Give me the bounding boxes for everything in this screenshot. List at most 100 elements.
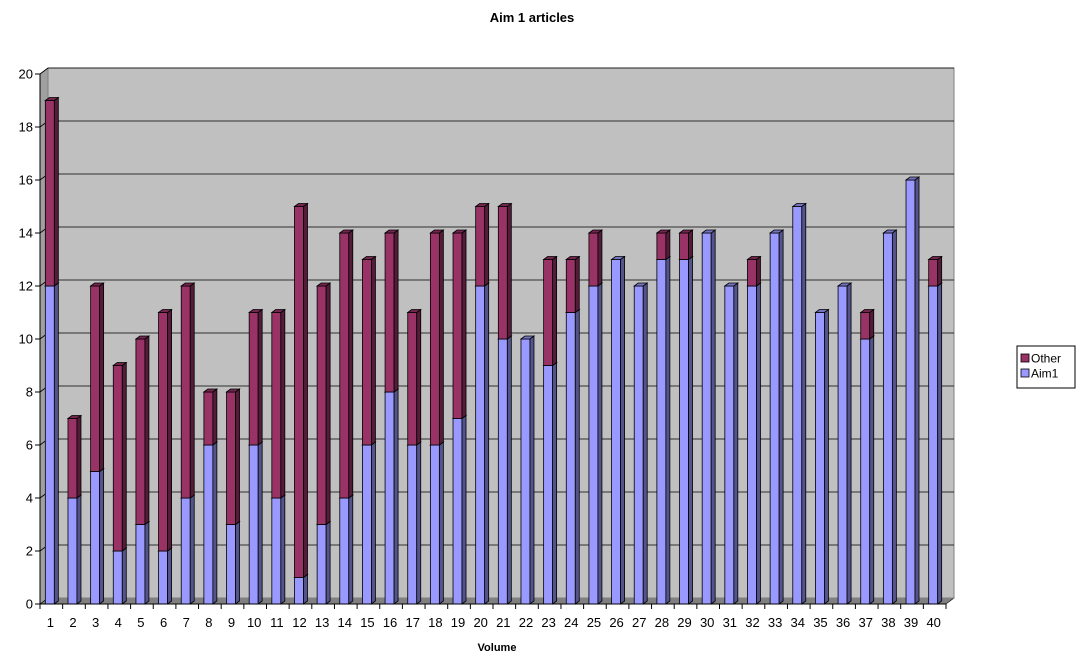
bar-side (574, 308, 580, 605)
bar-other-vol-23 (542, 255, 558, 367)
x-tick-label: 19 (451, 615, 465, 630)
bar-top (655, 229, 672, 234)
bar-front (588, 232, 599, 287)
bar-top (927, 256, 943, 260)
bar-aim1-vol-17 (406, 441, 422, 605)
bar-side (303, 573, 308, 605)
bar-other-vol-28 (655, 229, 672, 261)
bar-front (656, 259, 667, 605)
bar-top (791, 203, 807, 207)
bar-front (429, 444, 440, 605)
bar-side (393, 388, 399, 605)
bar-side (937, 255, 943, 287)
bar-front (339, 232, 350, 499)
bar-side (189, 494, 195, 605)
bar-front (316, 285, 327, 525)
bar-front (792, 206, 803, 605)
bar-front (497, 338, 508, 605)
bar-side (801, 202, 807, 605)
chart-title: Aim 1 articles (490, 10, 575, 25)
legend-label-other: Other (1031, 352, 1061, 366)
bar-aim1-vol-31 (723, 282, 740, 605)
bar-side (484, 202, 490, 287)
bar-top (610, 256, 626, 260)
bar-aim1-vol-8 (202, 441, 219, 605)
x-tick-label: 15 (360, 615, 374, 630)
bar-front (611, 259, 621, 605)
x-tick-label: 37 (858, 615, 872, 630)
bar-aim1-vol-30 (700, 229, 717, 605)
bar-side (235, 520, 240, 605)
bar-side (348, 494, 354, 605)
bar-other-vol-9 (225, 388, 241, 526)
bar-other-vol-1 (44, 96, 60, 287)
bar-other-vol-12 (293, 202, 309, 579)
bar-front (203, 391, 214, 446)
bar-front (475, 285, 486, 605)
bar-aim1-vol-19 (451, 414, 468, 605)
bar-side (710, 229, 716, 605)
bar-top (247, 309, 264, 313)
legend-box (1016, 345, 1076, 389)
bar-aim1-vol-33 (768, 229, 785, 605)
y-tick-label: 12 (19, 279, 33, 294)
x-tick-label: 20 (473, 615, 487, 630)
bar-top (587, 229, 604, 234)
bar-front (90, 471, 101, 605)
bar-front (112, 550, 123, 605)
x-tick-label: 18 (428, 615, 442, 630)
bar-other-vol-18 (429, 229, 445, 446)
y-tick-label: 18 (19, 120, 33, 135)
bar-front (203, 444, 214, 605)
bar-side (824, 308, 829, 605)
bar-front (882, 232, 893, 605)
bar-front (135, 524, 146, 605)
bar-front (248, 312, 259, 446)
x-tick-label: 34 (791, 615, 805, 630)
legend-label-aim1: Aim1 (1031, 367, 1059, 381)
bar-aim1-vol-13 (315, 520, 332, 605)
bar-aim1-vol-11 (270, 494, 287, 605)
bar-front (701, 232, 712, 605)
bar-top (157, 309, 173, 313)
bar-side (144, 520, 150, 605)
bar-top (723, 282, 740, 287)
bar-side (461, 229, 467, 420)
bar-aim1-vol-37 (859, 335, 875, 605)
y-tick-label: 14 (19, 226, 33, 241)
bar-side (438, 229, 444, 446)
bar-top (361, 256, 377, 260)
bar-other-vol-19 (451, 229, 468, 420)
bar-other-vol-6 (157, 308, 173, 552)
x-tick-label: 30 (700, 615, 714, 630)
x-tick-label: 28 (655, 615, 669, 630)
bar-aim1-vol-25 (587, 282, 604, 605)
bar-side (869, 308, 875, 340)
bar-side (393, 229, 399, 393)
bar-aim1-vol-9 (225, 520, 241, 605)
bar-side (552, 361, 558, 605)
bar-side (665, 255, 671, 605)
bar-aim1-vol-36 (836, 282, 853, 605)
bar-other-vol-16 (383, 229, 400, 393)
bar-aim1-vol-27 (633, 282, 649, 605)
x-tick-label: 17 (405, 615, 419, 630)
bar-front (497, 206, 508, 340)
bar-aim1-vol-29 (678, 255, 694, 605)
bar-front (135, 338, 146, 525)
bar-aim1-vol-4 (112, 547, 128, 605)
bar-top (202, 388, 219, 393)
bar-aim1-vol-40 (927, 282, 943, 605)
x-tick-label: 22 (519, 615, 533, 630)
bar-side (371, 255, 376, 446)
bar-front (226, 391, 236, 525)
bar-aim1-vol-16 (383, 388, 400, 605)
bar-front (158, 550, 168, 605)
bar-side (76, 414, 82, 499)
x-tick-label: 3 (92, 615, 99, 630)
bar-side (756, 255, 761, 287)
bar-side (144, 335, 150, 526)
bar-side (99, 282, 105, 473)
y-tick-label: 8 (26, 385, 33, 400)
